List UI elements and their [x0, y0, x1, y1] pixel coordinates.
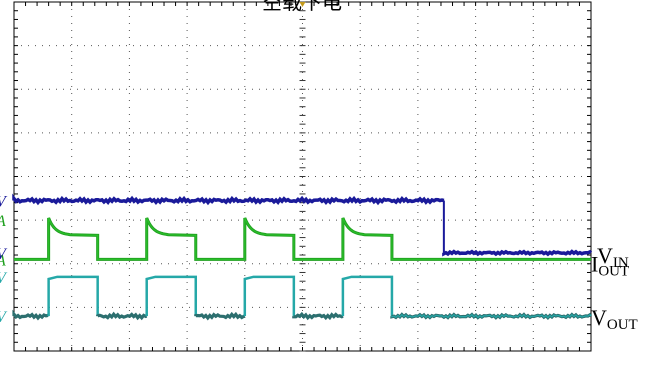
trace-vin-high — [12, 193, 445, 206]
trace-vout-low — [12, 309, 50, 321]
series-label-vin-main: V — [597, 243, 613, 268]
axis-unit-mark: A — [0, 252, 6, 269]
series-label-vout: VOUT — [591, 305, 638, 333]
plot-grid — [13, 1, 592, 352]
axis-unit-mark: V — [0, 270, 8, 287]
plot-labels: 空载下电 IOUTVINVOUTAAVVVV — [0, 0, 638, 333]
series-label-vout-sub: OUT — [607, 317, 638, 333]
chart-title: 空载下电 — [262, 0, 342, 14]
trace-iout-highlight — [14, 217, 591, 260]
series-label-vin-sub: IN — [613, 255, 629, 271]
series-label-vout-main: V — [591, 305, 607, 330]
trace-vout-pulse — [341, 275, 394, 317]
axis-unit-mark: V — [0, 309, 8, 326]
trace-vout-low-highlight — [391, 313, 592, 319]
trace-vout-pulse — [145, 275, 198, 317]
series-label-iout: IOUT — [591, 251, 629, 279]
axis-unit-mark: V — [0, 246, 8, 263]
trigger-marker — [299, 2, 306, 7]
series-label-iout-sub: OUT — [598, 263, 629, 279]
series-label-iout-main: I — [591, 251, 598, 276]
trace-vout-low — [292, 311, 344, 321]
series-label-vin: VIN — [597, 243, 629, 271]
trace-vin-low — [442, 249, 593, 257]
trace-vout-low — [194, 311, 246, 321]
trace-vout-pulse — [47, 275, 99, 317]
axis-unit-mark: A — [0, 213, 6, 230]
trace-vout-pulse — [243, 275, 296, 317]
axis-unit-mark: V — [0, 193, 8, 210]
plot-traces — [12, 193, 593, 321]
trace-vout-low — [96, 311, 148, 321]
